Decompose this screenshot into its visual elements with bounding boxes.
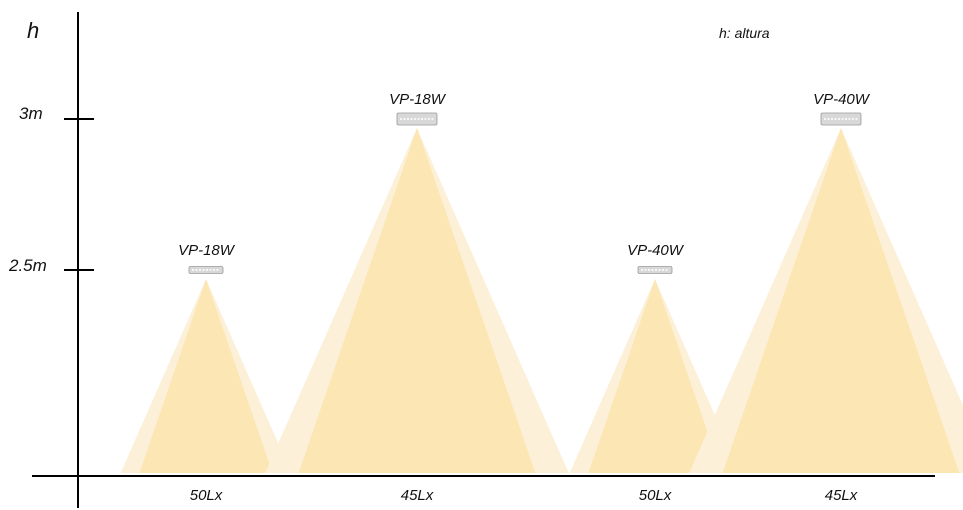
- fixture-model-label: VP-40W: [627, 242, 685, 259]
- height-legend: h: altura: [719, 25, 770, 41]
- beams: [120, 128, 963, 473]
- light-beam-inner: [588, 279, 722, 473]
- axes: [32, 12, 935, 508]
- y-axis-symbol: h: [27, 18, 39, 43]
- light-fixture-icon: [820, 112, 862, 126]
- tick-label-3m: 3m: [19, 104, 43, 123]
- light-fixture-icon: [396, 112, 438, 126]
- illuminance-label: 45Lx: [401, 487, 434, 504]
- light-beam-inner: [298, 128, 536, 473]
- illuminance-label: 50Lx: [639, 487, 672, 504]
- light-beam-inner: [139, 279, 273, 473]
- fixtures: VP-18W 50Lx VP-18W 45Lx VP-40W 50Lx VP-40W 45Lx: [178, 91, 871, 504]
- illuminance-label: 50Lx: [190, 487, 223, 504]
- light-beam-inner: [722, 128, 960, 473]
- tick-label-2-5m: 2.5m: [8, 256, 47, 275]
- fixture-model-label: VP-40W: [813, 91, 871, 108]
- illuminance-label: 45Lx: [825, 487, 858, 504]
- fixture-model-label: VP-18W: [389, 91, 447, 108]
- fixture-model-label: VP-18W: [178, 242, 236, 259]
